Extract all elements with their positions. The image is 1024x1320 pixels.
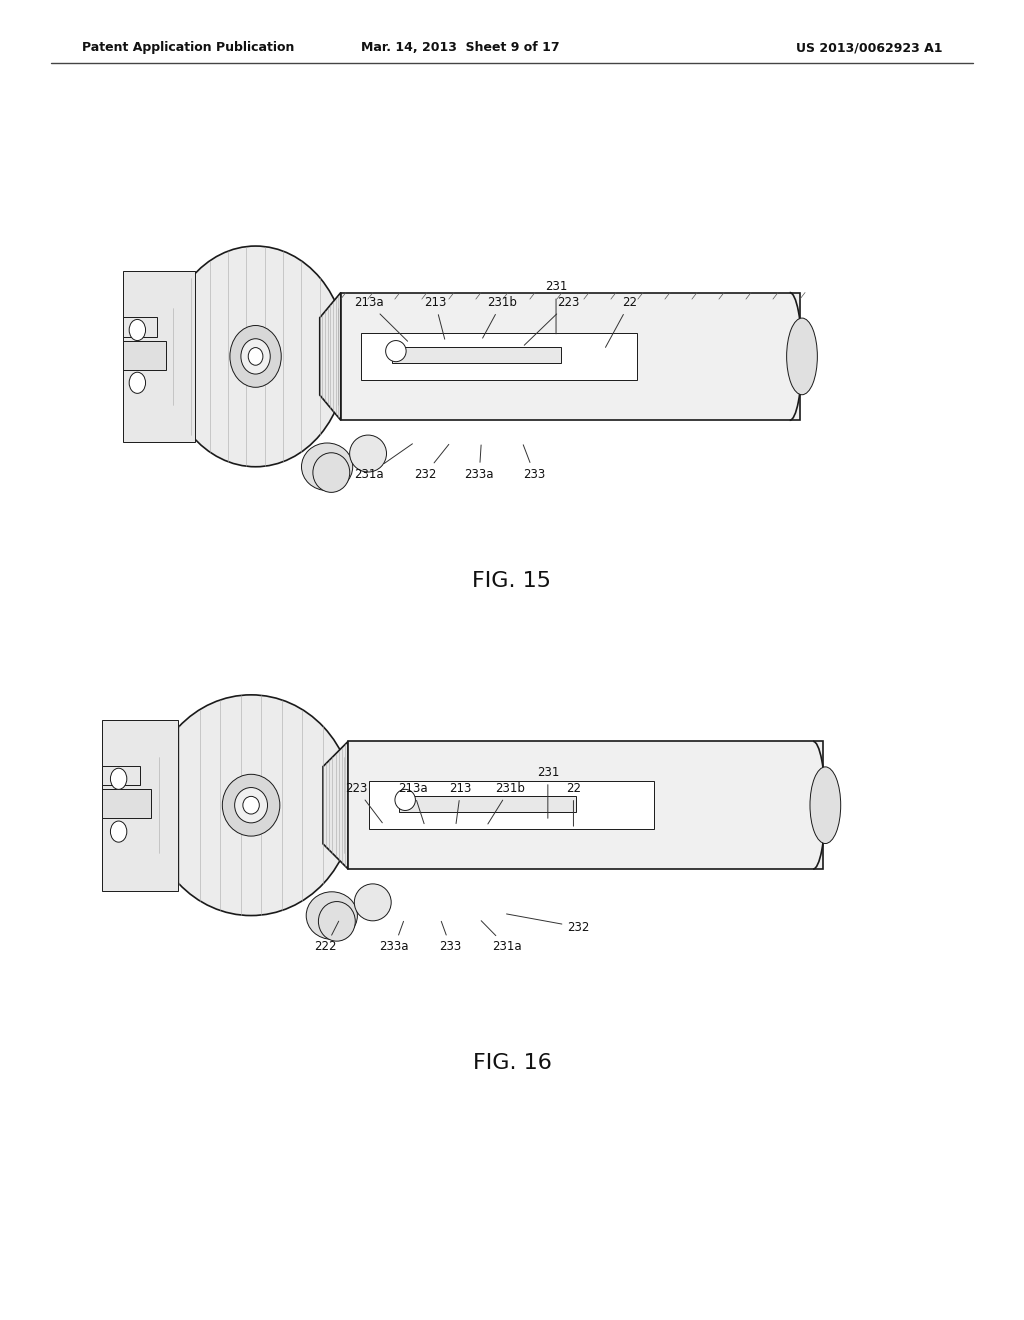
Ellipse shape (148, 694, 354, 916)
Ellipse shape (786, 318, 817, 395)
Text: 231b: 231b (487, 781, 525, 824)
Ellipse shape (234, 788, 267, 822)
Ellipse shape (129, 319, 145, 341)
Text: 233: 233 (439, 921, 462, 953)
Text: 233: 233 (523, 445, 546, 480)
Polygon shape (319, 293, 341, 420)
Bar (361, 333, 637, 380)
Bar (102, 789, 152, 818)
Text: 232: 232 (507, 913, 590, 933)
Text: FIG. 15: FIG. 15 (472, 570, 552, 591)
Bar (392, 347, 561, 363)
Bar (123, 341, 166, 370)
Bar (123, 317, 157, 337)
Text: Mar. 14, 2013  Sheet 9 of 17: Mar. 14, 2013 Sheet 9 of 17 (361, 41, 560, 54)
Text: 233a: 233a (465, 445, 494, 480)
Ellipse shape (349, 436, 386, 473)
Text: 223: 223 (345, 781, 382, 822)
Bar (348, 742, 823, 869)
Text: 213: 213 (450, 781, 472, 824)
Ellipse shape (318, 902, 355, 941)
Polygon shape (323, 742, 348, 869)
Ellipse shape (164, 246, 347, 467)
Text: 231: 231 (537, 766, 559, 818)
Text: 22: 22 (566, 781, 581, 826)
Ellipse shape (313, 453, 350, 492)
Text: 231a: 231a (354, 444, 413, 480)
Text: FIG. 16: FIG. 16 (472, 1052, 552, 1073)
Text: 22: 22 (605, 296, 637, 347)
Ellipse shape (301, 444, 352, 491)
Ellipse shape (129, 372, 145, 393)
Text: 232: 232 (414, 445, 449, 480)
Bar (341, 293, 800, 420)
Text: Patent Application Publication: Patent Application Publication (82, 41, 294, 54)
Bar (102, 766, 140, 785)
Ellipse shape (243, 796, 259, 814)
Ellipse shape (230, 326, 282, 387)
Bar (369, 781, 653, 829)
Text: 213: 213 (424, 296, 446, 339)
Text: 213a: 213a (398, 781, 427, 824)
Ellipse shape (222, 775, 280, 836)
Bar (399, 796, 577, 812)
Text: 213a: 213a (354, 296, 408, 342)
Text: 231b: 231b (482, 296, 517, 338)
Ellipse shape (306, 892, 357, 940)
Bar (123, 271, 196, 442)
Ellipse shape (354, 884, 391, 921)
Ellipse shape (111, 768, 127, 789)
Ellipse shape (111, 821, 127, 842)
Ellipse shape (395, 789, 416, 810)
Bar (102, 719, 178, 891)
Text: 231: 231 (545, 280, 567, 334)
Text: 231a: 231a (481, 921, 521, 953)
Ellipse shape (241, 339, 270, 374)
Ellipse shape (810, 767, 841, 843)
Text: US 2013/0062923 A1: US 2013/0062923 A1 (796, 41, 942, 54)
Text: 223: 223 (524, 296, 580, 346)
Text: 222: 222 (314, 921, 339, 953)
Ellipse shape (386, 341, 407, 362)
Ellipse shape (248, 347, 263, 366)
Text: 233a: 233a (380, 921, 409, 953)
